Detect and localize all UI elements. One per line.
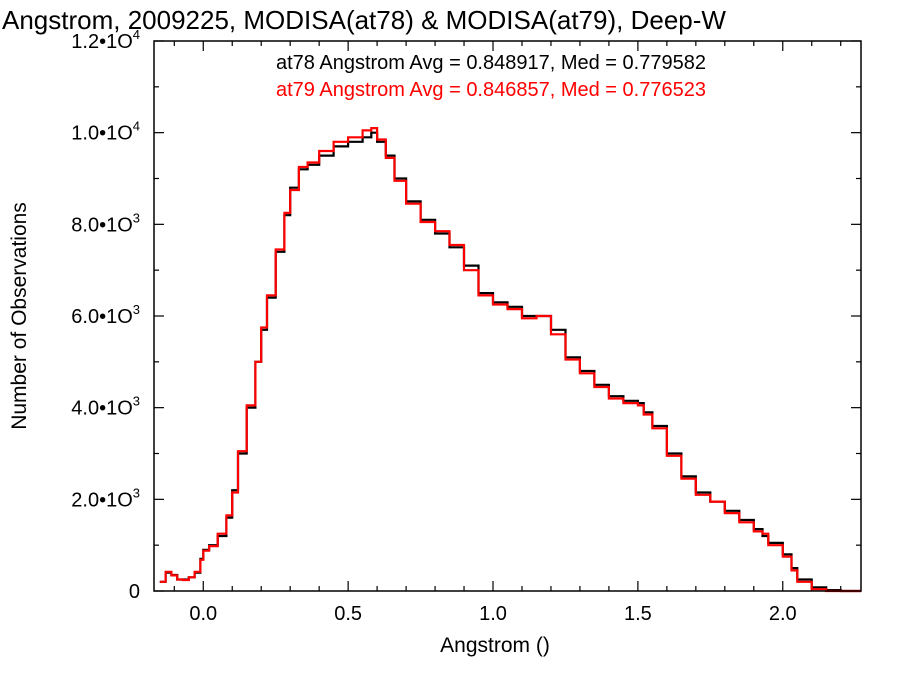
y-tick-label: 0 — [129, 581, 140, 603]
y-tick-label: 8.0•1O3 — [71, 210, 140, 236]
y-tick-mantissa: 6.0•1O — [71, 306, 132, 328]
x-tick-label: 1.0 — [479, 603, 507, 625]
y-tick-label: 4.0•1O3 — [71, 394, 140, 420]
x-axis-title: Angstrom () — [440, 634, 550, 657]
tick-labels: 0.0 0.5 1.0 1.5 2.002.0•1O34.0•1O36.0•1O38.0… — [71, 27, 796, 625]
y-tick-label: 2.0•1O3 — [71, 485, 140, 511]
y-tick-label: 1.2•1O4 — [71, 27, 140, 53]
y-tick-exponent: 3 — [133, 485, 140, 500]
annotation-at79: at79 Angstrom Avg = 0.846857, Med = 0.77… — [276, 79, 706, 101]
plot-frame — [153, 40, 862, 592]
y-tick-exponent: 3 — [133, 210, 140, 225]
x-tick-label: 2.0 — [769, 603, 797, 625]
y-tick-label: 6.0•1O3 — [71, 302, 140, 328]
y-tick-exponent: 3 — [133, 394, 140, 409]
y-tick-exponent: 4 — [133, 119, 140, 134]
y-tick-mantissa: 4.0•1O — [71, 398, 132, 420]
y-tick-mantissa: 0 — [129, 581, 140, 603]
x-tick-label: 0.5 — [334, 603, 362, 625]
y-axis-title: Number of Observations — [8, 202, 31, 430]
chart-title: Angstrom, 2009225, MODISA(at78) & MODISA… — [2, 5, 726, 35]
x-tick-label: 1.5 — [624, 603, 652, 625]
x-tick-label: 0.0 — [189, 603, 217, 625]
axis-ticks — [154, 40, 861, 592]
y-tick-mantissa: 1.2•1O — [71, 31, 132, 53]
y-tick-label: 1.0•1O4 — [71, 119, 140, 145]
y-tick-mantissa: 8.0•1O — [71, 214, 132, 236]
y-tick-exponent: 3 — [133, 302, 140, 317]
series-line-1 — [159, 127, 861, 593]
y-tick-exponent: 4 — [133, 27, 140, 42]
y-tick-mantissa: 1.0•1O — [71, 123, 132, 145]
series-layer — [159, 127, 861, 593]
y-tick-mantissa: 2.0•1O — [71, 489, 132, 511]
annotation-at78: at78 Angstrom Avg = 0.848917, Med = 0.77… — [276, 52, 706, 74]
